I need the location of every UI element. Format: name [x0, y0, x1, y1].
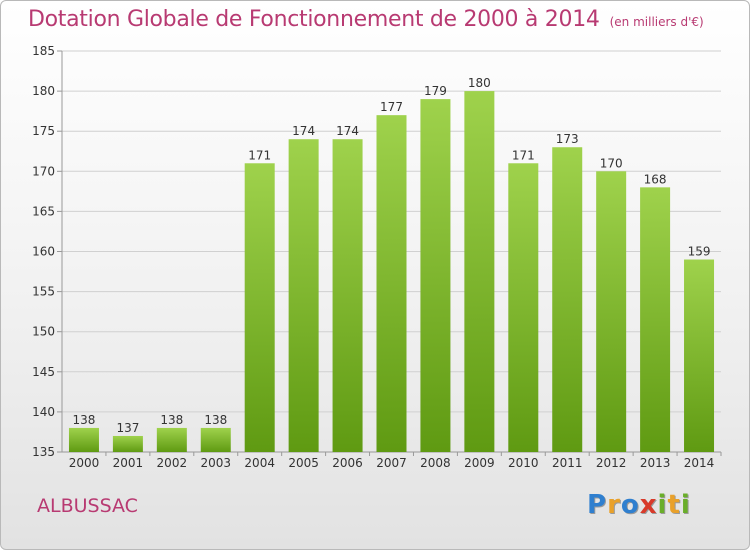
x-tick-label: 2008 — [420, 456, 451, 470]
data-label: 174 — [336, 124, 359, 138]
x-tick-label: 2009 — [464, 456, 495, 470]
x-tick-label: 2004 — [244, 456, 275, 470]
data-label: 171 — [248, 148, 271, 162]
logo-letter: o — [620, 490, 640, 520]
data-label: 138 — [73, 413, 96, 427]
data-label: 174 — [292, 124, 315, 138]
y-tick-label: 165 — [32, 204, 55, 218]
data-label: 179 — [424, 84, 447, 98]
bar-2001 — [112, 435, 143, 452]
bar-2007 — [376, 115, 407, 452]
y-tick-label: 145 — [32, 365, 55, 379]
y-tick-label: 180 — [32, 84, 55, 98]
chart-title: Dotation Globale de Fonctionnement de 20… — [28, 7, 704, 32]
data-label: 138 — [204, 413, 227, 427]
bar-2006 — [332, 139, 363, 452]
x-tick-label: 2001 — [113, 456, 144, 470]
logo-letter: x — [639, 490, 658, 520]
data-label: 170 — [600, 156, 623, 170]
data-label: 171 — [512, 148, 535, 162]
commune-name: ALBUSSAC — [37, 495, 138, 517]
bar-2008 — [420, 99, 451, 453]
y-tick-label: 160 — [32, 245, 55, 259]
x-tick-label: 2011 — [552, 456, 583, 470]
x-tick-label: 2012 — [596, 456, 627, 470]
proxiti-logo: Proxiti — [587, 490, 691, 520]
x-tick-label: 2013 — [640, 456, 671, 470]
x-tick-label: 2007 — [376, 456, 407, 470]
y-tick-label: 170 — [32, 164, 55, 178]
logo-letter: t — [667, 490, 681, 520]
logo-letter: r — [607, 490, 621, 520]
x-tick-label: 2014 — [684, 456, 715, 470]
y-tick-label: 155 — [32, 285, 55, 299]
data-label: 159 — [688, 245, 711, 259]
x-tick-label: 2003 — [200, 456, 231, 470]
y-tick-label: 140 — [32, 405, 55, 419]
x-tick-label: 2006 — [332, 456, 363, 470]
x-tick-label: 2000 — [69, 456, 100, 470]
labels: 135 140 145 150 155 160 165 170 175 180 185 2000 138… — [32, 44, 714, 470]
logo-letter: i — [657, 490, 668, 520]
data-label: 137 — [116, 421, 139, 435]
bar-2014 — [684, 259, 715, 452]
data-label: 180 — [468, 76, 491, 90]
x-tick-label: 2002 — [157, 456, 188, 470]
logo-letter: P — [587, 490, 608, 520]
bar-2011 — [552, 147, 583, 453]
data-label: 168 — [644, 172, 667, 186]
bar-2009 — [464, 91, 495, 452]
data-label: 173 — [556, 132, 579, 146]
y-tick-label: 185 — [32, 44, 55, 58]
bar-2012 — [596, 171, 627, 453]
data-label: 138 — [160, 413, 183, 427]
bar-2013 — [640, 187, 671, 452]
bar-2000 — [68, 427, 99, 452]
bar-2010 — [508, 163, 539, 452]
bar-2002 — [156, 427, 187, 452]
logo-letter: i — [680, 490, 691, 520]
chart-title-text: Dotation Globale de Fonctionnement de 20… — [28, 7, 600, 32]
x-tick-label: 2005 — [288, 456, 319, 470]
bar-2005 — [288, 139, 319, 452]
y-tick-label: 175 — [32, 124, 55, 138]
data-label: 177 — [380, 100, 403, 114]
x-tick-label: 2010 — [508, 456, 539, 470]
y-tick-label: 135 — [32, 445, 55, 459]
bar-2004 — [244, 163, 275, 452]
chart-subtitle: (en milliers d'€) — [609, 15, 704, 29]
y-tick-label: 150 — [32, 325, 55, 339]
bars — [68, 91, 715, 453]
bar-2003 — [200, 427, 231, 452]
